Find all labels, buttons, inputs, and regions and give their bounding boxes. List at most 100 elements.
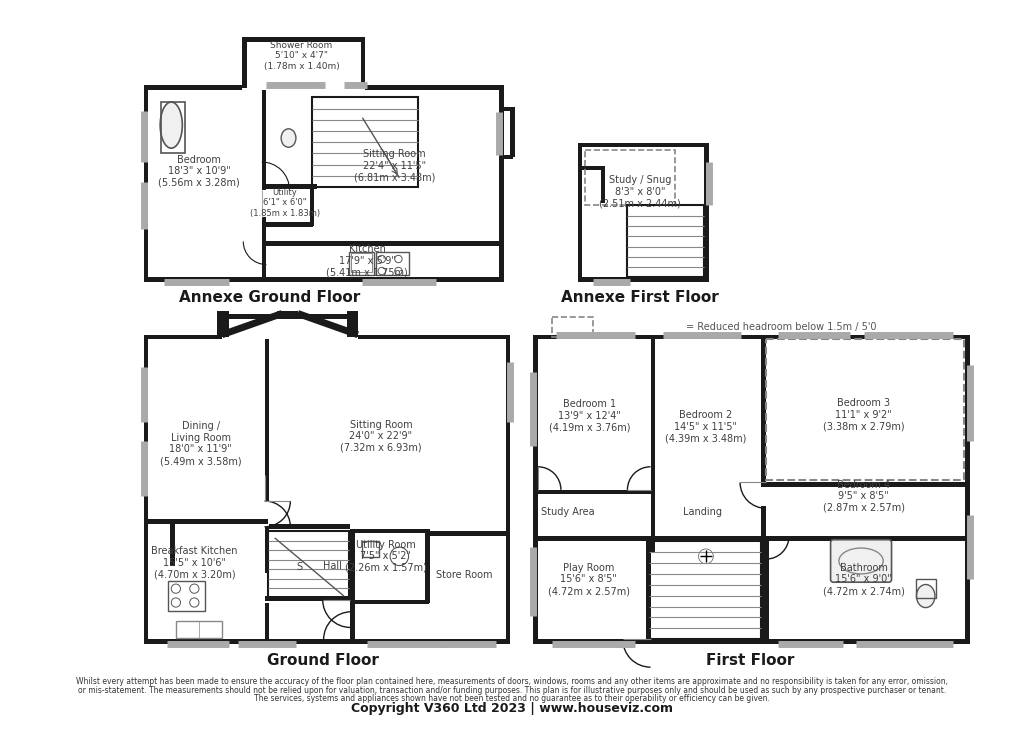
Text: Annexe First Floor: Annexe First Floor — [561, 290, 719, 305]
Bar — [650, 339, 655, 490]
Text: Copyright V360 Ltd 2023 | www.houseviz.com: Copyright V360 Ltd 2023 | www.houseviz.c… — [351, 702, 673, 715]
Text: Dining /
Living Room
18'0" x 11'9"
(5.49m x 3.58m): Dining / Living Room 18'0" x 11'9" (5.49… — [160, 421, 242, 466]
Bar — [761, 536, 969, 541]
Text: Play Room
15'6" x 8'5"
(4.72m x 2.57m): Play Room 15'6" x 8'5" (4.72m x 2.57m) — [548, 563, 630, 596]
Bar — [627, 206, 705, 278]
Bar — [350, 528, 355, 603]
Text: Bedroom
18'3" x 10'9"
(5.56m x 3.28m): Bedroom 18'3" x 10'9" (5.56m x 3.28m) — [158, 154, 240, 188]
Bar — [143, 278, 504, 282]
Bar — [552, 317, 593, 338]
Ellipse shape — [839, 548, 884, 574]
Bar — [266, 241, 499, 246]
Bar — [143, 519, 268, 524]
Text: S: S — [297, 562, 303, 572]
Bar — [143, 335, 222, 339]
Bar — [310, 184, 314, 226]
Ellipse shape — [282, 129, 296, 147]
Bar — [425, 531, 508, 536]
Bar — [217, 315, 222, 338]
Text: Whilst every attempt has been made to ensure the accuracy of the floor plan cont: Whilst every attempt has been made to en… — [76, 677, 948, 686]
Bar — [366, 85, 504, 90]
Bar — [499, 154, 513, 160]
Bar — [169, 581, 206, 611]
Bar — [362, 541, 379, 557]
Bar — [217, 315, 356, 319]
FancyBboxPatch shape — [830, 539, 892, 582]
Bar — [578, 142, 709, 147]
Bar — [347, 311, 357, 337]
Bar — [264, 339, 269, 501]
Bar — [376, 252, 409, 275]
Bar — [176, 621, 222, 637]
Text: Bedroom 4
9'5" x 8'5"
(2.87m x 2.57m): Bedroom 4 9'5" x 8'5" (2.87m x 2.57m) — [823, 480, 905, 513]
Bar — [650, 505, 655, 552]
Bar — [264, 527, 269, 573]
Bar — [278, 311, 298, 318]
Bar — [243, 37, 366, 42]
Text: Bathroom
15'6" x 9'0"
(4.72m x 2.74m): Bathroom 15'6" x 9'0" (4.72m x 2.74m) — [823, 563, 905, 596]
Text: Hall: Hall — [324, 560, 342, 571]
Text: Landing: Landing — [683, 507, 722, 517]
Bar — [534, 335, 538, 644]
Bar — [966, 335, 970, 644]
Ellipse shape — [160, 102, 182, 148]
Text: Bedroom 3
11'1" x 9'2"
(3.38m x 2.79m): Bedroom 3 11'1" x 9'2" (3.38m x 2.79m) — [823, 398, 904, 432]
Bar — [578, 278, 709, 282]
Bar — [510, 107, 515, 157]
Bar — [264, 596, 352, 601]
Bar — [425, 528, 430, 603]
Bar — [357, 335, 510, 339]
Text: Ground Floor: Ground Floor — [267, 653, 379, 669]
Text: Bedroom 1
13'9" x 12'4"
(4.19m x 3.76m): Bedroom 1 13'9" x 12'4" (4.19m x 3.76m) — [549, 399, 631, 433]
Bar — [578, 142, 583, 282]
Bar — [351, 254, 372, 272]
Text: Utility
6'1" x 6'0"
(1.85m x 1.83m): Utility 6'1" x 6'0" (1.85m x 1.83m) — [250, 188, 319, 217]
Bar — [243, 37, 247, 88]
Bar — [350, 596, 355, 643]
Bar — [499, 107, 513, 111]
Bar — [348, 252, 375, 275]
Text: Breakfast Kitchen
15'5" x 10'6"
(4.70m x 3.20m): Breakfast Kitchen 15'5" x 10'6" (4.70m x… — [152, 546, 238, 580]
Bar — [350, 528, 429, 533]
Bar — [311, 97, 418, 187]
Bar — [217, 311, 228, 337]
Text: Study Area: Study Area — [541, 507, 594, 517]
Text: = Reduced headroom below 1.5m / 5'0: = Reduced headroom below 1.5m / 5'0 — [686, 322, 877, 332]
Bar — [915, 580, 936, 598]
Bar — [161, 102, 185, 153]
Bar — [268, 531, 349, 598]
Bar — [578, 142, 605, 147]
Text: or mis-statement. The measurements should not be relied upon for valuation, tran: or mis-statement. The measurements shoul… — [78, 686, 946, 695]
Bar — [269, 524, 350, 528]
Text: Sitting Room
22'4" x 11'5"
(6.81m x 3.48m): Sitting Room 22'4" x 11'5" (6.81m x 3.48… — [354, 149, 435, 183]
Text: Shower Room
5'10" x 4'7"
(1.78m x 1.40m): Shower Room 5'10" x 4'7" (1.78m x 1.40m) — [263, 41, 339, 70]
Bar — [266, 222, 312, 226]
Bar — [585, 150, 676, 206]
Text: Kitchen
17'9" x 5'9"
(5.41m x 1.75m): Kitchen 17'9" x 5'9" (5.41m x 1.75m) — [327, 244, 408, 278]
Bar — [534, 490, 655, 494]
Bar — [264, 603, 269, 644]
Bar — [353, 315, 357, 338]
Bar — [143, 85, 243, 90]
Bar — [499, 85, 504, 282]
Bar — [506, 335, 510, 644]
Bar — [143, 640, 510, 644]
Bar — [650, 490, 655, 508]
Text: Bedroom 2
14'5" x 11'5"
(4.39m x 3.48m): Bedroom 2 14'5" x 11'5" (4.39m x 3.48m) — [666, 410, 746, 444]
Bar — [601, 165, 605, 203]
Bar — [578, 165, 605, 171]
Bar — [761, 339, 766, 487]
Bar — [761, 482, 970, 487]
Bar — [360, 37, 366, 88]
Text: Sitting Room
24'0" x 22'9"
(7.32m x 6.93m): Sitting Room 24'0" x 22'9" (7.32m x 6.93… — [340, 420, 422, 453]
Bar — [143, 85, 148, 282]
Text: First Floor: First Floor — [707, 653, 795, 669]
Bar — [143, 335, 148, 644]
Bar — [262, 217, 266, 282]
Bar — [646, 536, 650, 643]
Bar — [262, 90, 266, 190]
Text: Annexe Ground Floor: Annexe Ground Floor — [179, 290, 360, 305]
Text: Utility Room
7'5" x 5'2"
(2.26m x 1.57m): Utility Room 7'5" x 5'2" (2.26m x 1.57m) — [344, 539, 426, 573]
Bar — [766, 339, 965, 479]
Bar — [350, 600, 429, 605]
